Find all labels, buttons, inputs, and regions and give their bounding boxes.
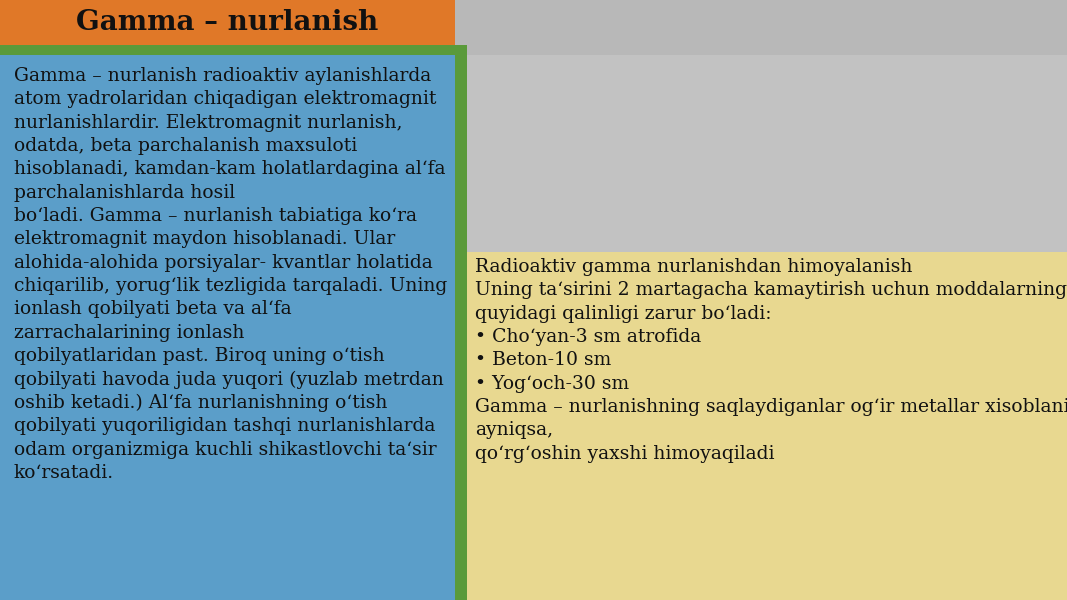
Bar bbox=[0, 55, 455, 600]
Bar bbox=[467, 252, 1067, 600]
Bar bbox=[455, 0, 1067, 45]
Text: Radioaktiv gamma nurlanishdan himoyalanish
Uning ta‘sirini 2 martagacha kamaytir: Radioaktiv gamma nurlanishdan himoyalani… bbox=[475, 258, 1067, 463]
Bar bbox=[455, 55, 467, 600]
Bar bbox=[0, 0, 455, 45]
Bar bbox=[0, 45, 467, 55]
Text: Gamma – nurlanish radioaktiv aylanishlarda
atom yadrolaridan chiqadigan elektrom: Gamma – nurlanish radioaktiv aylanishlar… bbox=[14, 67, 447, 482]
Text: Gamma – nurlanish: Gamma – nurlanish bbox=[77, 9, 379, 36]
Bar bbox=[467, 55, 1067, 252]
